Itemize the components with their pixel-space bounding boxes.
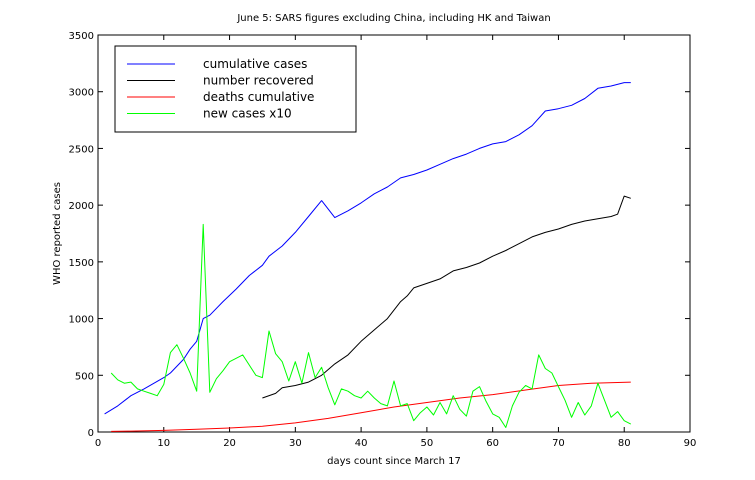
y-axis-label: WHO reported cases (52, 182, 63, 285)
y-tick-label: 2000 (69, 201, 94, 212)
chart-title: June 5: SARS figures excluding China, in… (236, 13, 550, 24)
legend-label-cumulative-cases: cumulative cases (203, 57, 307, 71)
x-tick-label: 60 (486, 438, 499, 449)
legend: cumulative cases number recovered deaths c… (114, 45, 357, 133)
axis-tick-labels: 0 10 20 30 40 50 60 70 80 90 0 500 1000 1500 2000 2500 3… (69, 31, 697, 449)
x-tick-label: 0 (95, 438, 101, 449)
x-axis-label: days count since March 17 (327, 456, 461, 467)
series-line-deaths-cumulative (111, 381, 631, 432)
x-tick-label: 10 (157, 438, 170, 449)
y-tick-label: 0 (88, 428, 94, 439)
x-tick-label: 90 (684, 438, 697, 449)
x-tick-label: 30 (289, 438, 302, 449)
x-tick-label: 40 (355, 438, 368, 449)
legend-label-number-recovered: number recovered (203, 74, 314, 88)
legend-label-deaths-cumulative: deaths cumulative (203, 90, 314, 104)
x-tick-label: 70 (552, 438, 565, 449)
legend-box (114, 45, 357, 133)
legend-label-new-cases-x10: new cases x10 (203, 107, 292, 121)
y-tick-label: 1500 (69, 258, 94, 269)
axis-ticks (97, 34, 691, 433)
series-line-new-cases-x10 (110, 223, 632, 428)
y-tick-label: 500 (75, 371, 94, 382)
x-tick-label: 50 (421, 438, 434, 449)
y-tick-label: 3000 (69, 88, 94, 99)
plot-area-frame (97, 34, 691, 433)
x-tick-label: 20 (223, 438, 236, 449)
series-line-cumulative-cases (104, 82, 631, 415)
series-lines (104, 82, 632, 432)
x-tick-label: 80 (618, 438, 631, 449)
series-line-number-recovered (262, 195, 631, 399)
y-tick-label: 3500 (69, 31, 94, 42)
y-tick-label: 2500 (69, 144, 94, 155)
y-tick-label: 1000 (69, 315, 94, 326)
